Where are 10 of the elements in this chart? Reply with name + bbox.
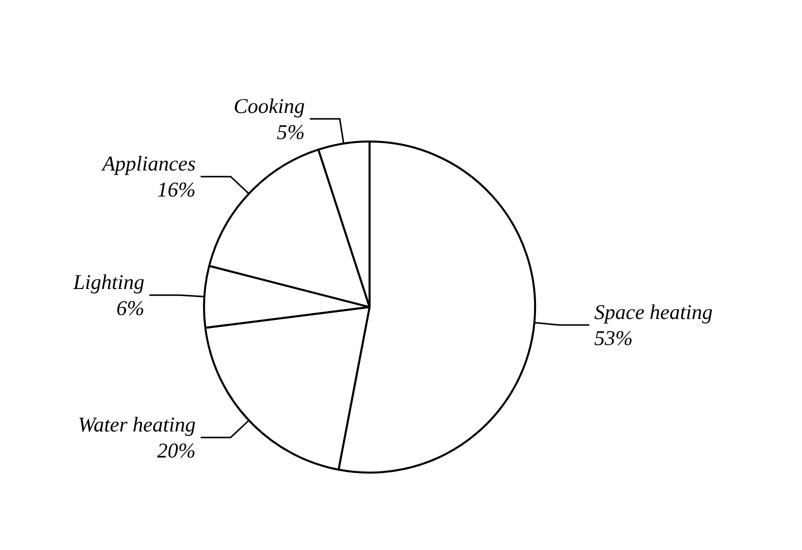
slice-label: Appliances xyxy=(100,152,196,176)
data-label: 20% xyxy=(157,438,196,462)
data-label: 16% xyxy=(157,178,196,202)
data-label: 6% xyxy=(116,296,144,320)
slice-label: Cooking xyxy=(234,94,305,118)
data-label: 53% xyxy=(594,326,633,350)
data-label: 5% xyxy=(276,120,305,144)
slice-label: Space heating xyxy=(594,300,713,324)
slice-label: Water heating xyxy=(78,412,196,436)
slice-label: Lighting xyxy=(72,270,144,294)
